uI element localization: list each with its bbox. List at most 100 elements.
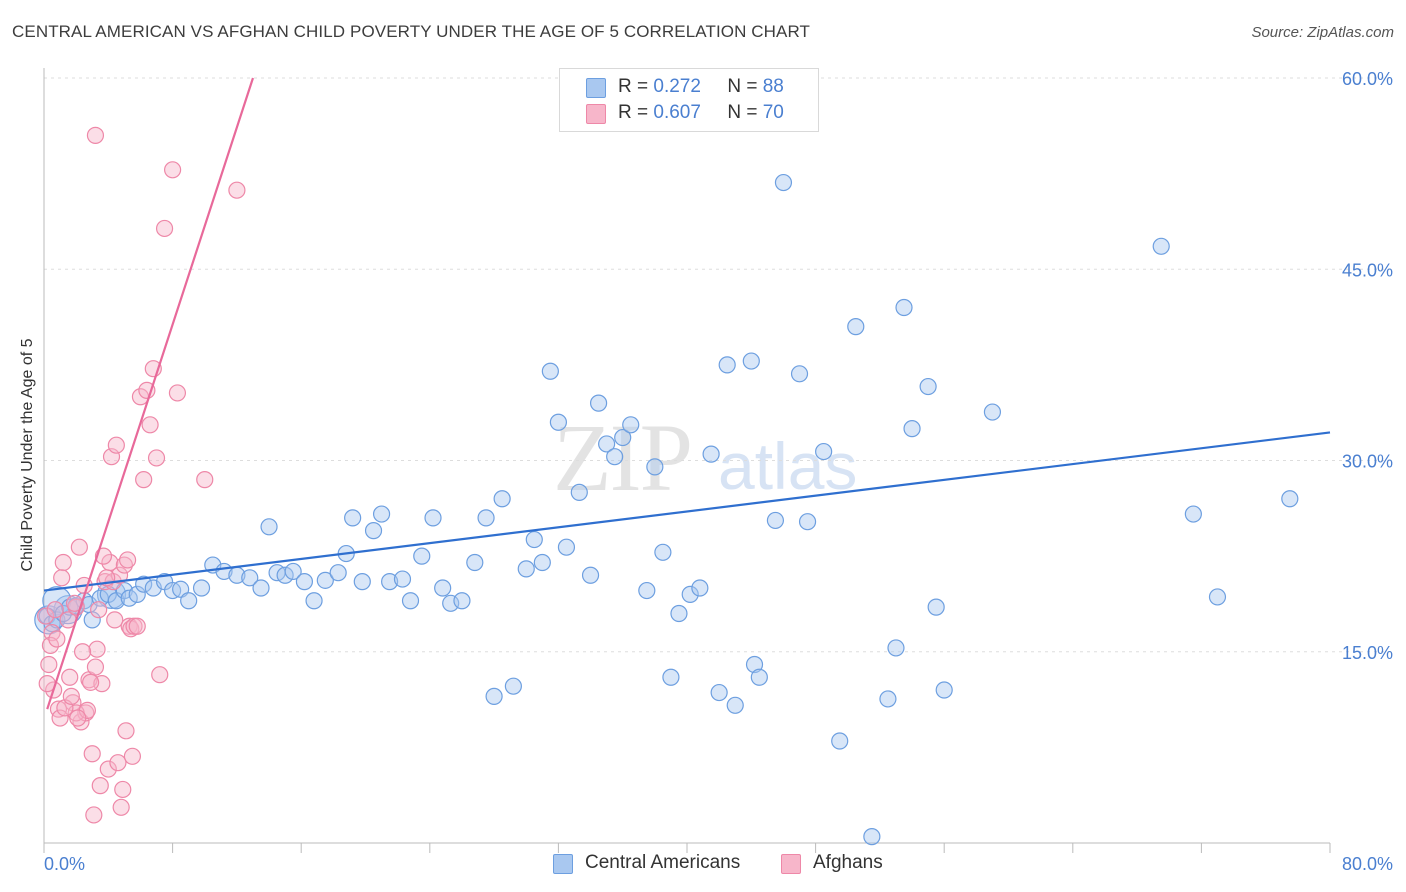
central-american-point (598, 435, 616, 453)
bottom-legend-label-afghan: Afghans (813, 852, 883, 873)
afghan-point (147, 449, 166, 467)
watermark-atlas: atlas (718, 429, 858, 503)
legend-r-central: 0.272 (653, 76, 701, 97)
central-american-point (305, 592, 323, 610)
central-american-point (919, 377, 937, 396)
central-american-point (745, 655, 764, 674)
central-american-point (372, 505, 391, 523)
central-american-point (120, 589, 138, 607)
central-american-point (504, 677, 522, 695)
legend-swatch-central (586, 78, 606, 98)
central-american-point (549, 413, 568, 431)
central-american-point (638, 581, 656, 600)
central-american-point (276, 566, 294, 584)
central-american-point (766, 511, 785, 530)
central-american-point (485, 687, 503, 705)
central-american-point (681, 585, 699, 603)
central-american-point (798, 513, 817, 531)
central-american-point (401, 592, 420, 610)
central-american-point (135, 575, 153, 593)
central-american-point (606, 448, 624, 466)
central-american-point (927, 598, 945, 616)
central-american-point (434, 579, 452, 597)
central-american-point (557, 538, 576, 556)
central-american-point (983, 403, 1002, 421)
afghan-point (168, 384, 187, 402)
bottom-legend-label-central: Central Americans (585, 852, 741, 873)
central-american-point (260, 518, 278, 536)
afghan-point (110, 566, 129, 584)
central-american-point (742, 352, 760, 370)
legend-n-afghan: 70 (762, 102, 784, 123)
central-american-point (670, 604, 688, 623)
chart-title: CENTRAL AMERICAN VS AFGHAN CHILD POVERTY… (12, 22, 811, 41)
afghan-point (99, 760, 117, 778)
central-american-point (1184, 505, 1202, 523)
y-tick-label: 45.0% (1342, 260, 1393, 280)
central-american-point (879, 690, 897, 708)
central-american-point (726, 696, 744, 714)
x-tick-label-min: 0.0% (44, 854, 85, 874)
afghan-point (69, 709, 87, 727)
central-american-point (935, 681, 953, 699)
central-american-point (128, 585, 146, 603)
central-american-point (466, 553, 484, 572)
central-american-point (1152, 237, 1170, 255)
central-american-point (316, 571, 334, 589)
central-american-point (863, 828, 881, 846)
afghan-point (123, 747, 142, 765)
afghan-point (86, 126, 105, 144)
central-american-point (381, 573, 399, 591)
central-americans-trend-line (43, 431, 1331, 592)
axes (43, 68, 1331, 853)
central-american-point (541, 362, 559, 380)
central-american-point (241, 569, 259, 587)
afghan-point (54, 553, 72, 572)
central-american-point (493, 490, 511, 508)
afghan-point (41, 636, 60, 654)
central-american-point (815, 442, 833, 461)
central-american-point (831, 732, 849, 750)
central-american-point (887, 639, 905, 657)
afghan-point (51, 709, 69, 727)
afghan-point (40, 655, 58, 674)
bottom-legend-swatch-afghan (781, 854, 801, 874)
central-american-point (364, 522, 383, 540)
central-american-point (622, 416, 640, 434)
central-american-point (790, 365, 809, 383)
afghan-point (155, 219, 174, 238)
central-american-point (517, 560, 535, 578)
afghan-point (114, 780, 132, 799)
central-american-point (533, 553, 551, 572)
afghan-point (135, 471, 153, 489)
central-american-point (413, 547, 431, 565)
x-tick-label-max: 80.0% (1342, 854, 1393, 874)
central-american-point (284, 562, 302, 581)
legend-r-label: R = (618, 102, 649, 123)
central-american-point (589, 394, 608, 412)
afghan-point (90, 601, 108, 619)
afghan-point (37, 607, 55, 625)
central-american-point (718, 356, 736, 374)
afghan-point (86, 658, 105, 676)
central-american-point (895, 298, 913, 317)
afghan-point (82, 673, 100, 691)
legend-swatch-afghan (586, 104, 606, 124)
central-american-point (1208, 588, 1227, 606)
afghan-point (61, 668, 79, 686)
bottom-legend-swatch-central (553, 854, 573, 874)
afghan-point (88, 640, 106, 658)
tick-labels: 15.0% 30.0% 45.0% 60.0% 0.0% 80.0% (44, 69, 1393, 874)
y-tick-label: 15.0% (1342, 643, 1393, 663)
central-american-point (691, 579, 709, 597)
central-american-point (903, 420, 921, 438)
afghan-point (164, 161, 182, 179)
correlation-legend: R = 0.272 N = 88 R = 0.607 N = 70 (559, 68, 819, 132)
afghan-point (107, 436, 125, 454)
afghan-point (109, 754, 127, 772)
afghan-point (48, 630, 66, 648)
central-american-point (847, 318, 865, 336)
afghan-point (83, 745, 101, 763)
legend-r-afghan: 0.607 (653, 102, 701, 123)
